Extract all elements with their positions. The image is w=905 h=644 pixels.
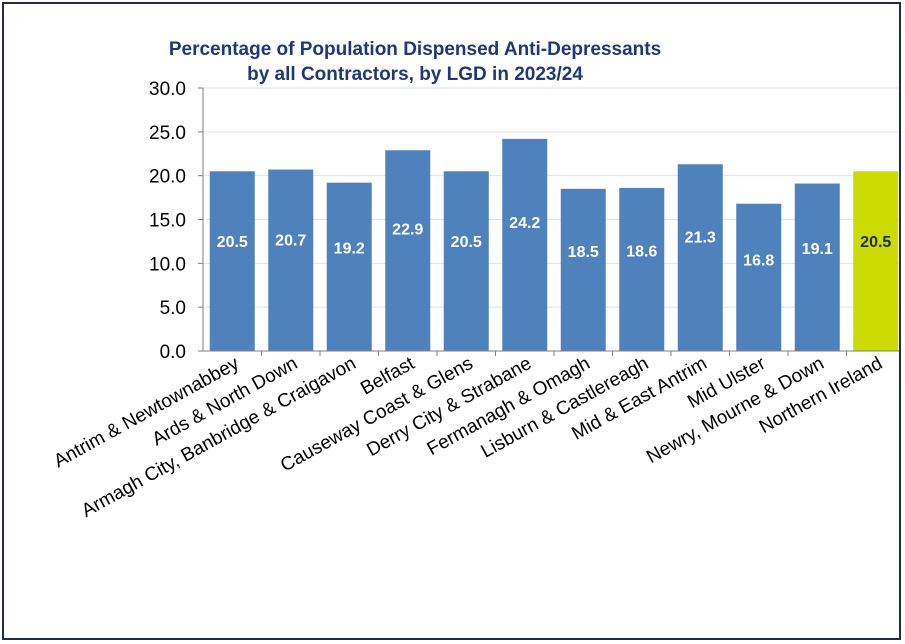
y-tick-label: 15.0 [149,211,186,232]
axes [198,87,899,356]
chart-title-line-1: Percentage of Population Dispensed Anti-… [169,39,661,60]
bar [385,150,431,351]
data-label: 20.5 [860,234,891,251]
bars [209,138,899,351]
bar [560,188,606,351]
gridlines [203,87,899,308]
chart-title-line-2: by all Contractors, by LGD in 2023/24 [247,64,583,85]
data-label: 22.9 [392,222,423,239]
data-label: 20.5 [217,234,248,251]
data-label: 18.6 [626,243,657,260]
y-tick-label: 30.0 [149,79,186,100]
y-tick-label: 10.0 [149,254,186,275]
data-label: 19.2 [334,240,365,257]
y-tick-label: 5.0 [160,298,186,319]
bar [736,203,782,351]
data-label: 16.8 [743,253,774,270]
y-tick-label: 0.0 [160,342,186,363]
bar [619,187,665,351]
data-label: 20.5 [451,234,482,251]
data-label: 21.3 [685,230,716,247]
bar [326,182,372,351]
bar [794,183,840,351]
y-tick-label: 25.0 [149,123,186,144]
bar [502,138,548,351]
bar [443,171,489,351]
data-label: 18.5 [568,244,599,261]
bar [853,171,899,351]
bar [268,169,314,351]
y-tick-label: 20.0 [149,167,186,188]
data-label: 19.1 [802,241,833,258]
bar-chart: Percentage of Population Dispensed Anti-… [51,39,899,522]
data-label: 20.7 [275,233,306,250]
bar [677,164,723,351]
data-label: 24.2 [509,215,540,232]
bar [209,171,255,351]
